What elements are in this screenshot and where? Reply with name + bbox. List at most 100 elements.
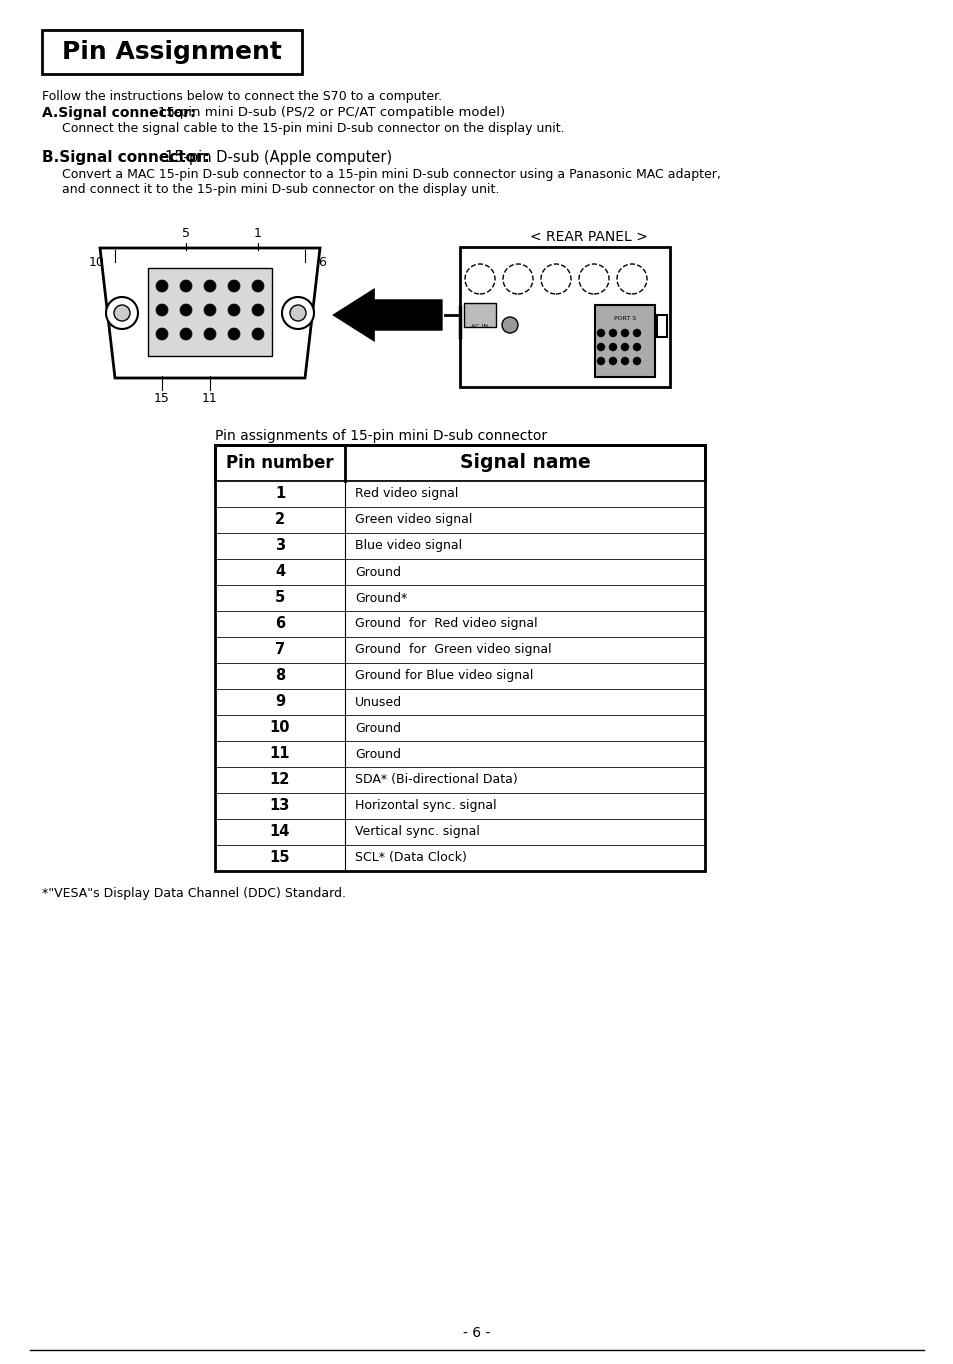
Circle shape [282, 297, 314, 329]
Text: Connect the signal cable to the 15-pin mini D-sub connector on the display unit.: Connect the signal cable to the 15-pin m… [42, 121, 564, 135]
Bar [214, 585, 704, 611]
Text: Unused: Unused [355, 696, 402, 708]
Text: 1: 1 [253, 226, 262, 240]
Text: 7: 7 [274, 642, 285, 657]
Text: Signal name: Signal name [459, 453, 590, 472]
Bar [459, 247, 669, 387]
Text: 10: 10 [89, 256, 105, 269]
Text: PORT S: PORT S [614, 316, 636, 322]
Circle shape [252, 327, 264, 340]
Text: Ground  for  Green video signal: Ground for Green video signal [355, 644, 551, 656]
Circle shape [609, 344, 616, 351]
Circle shape [156, 280, 168, 292]
Circle shape [113, 306, 130, 321]
Circle shape [156, 327, 168, 340]
Circle shape [609, 330, 616, 337]
Bar [214, 715, 704, 741]
Text: Ground  for  Red video signal: Ground for Red video signal [355, 618, 537, 630]
Polygon shape [100, 248, 319, 378]
Text: Green video signal: Green video signal [355, 513, 472, 527]
Text: Pin number: Pin number [226, 454, 334, 472]
Text: Ground: Ground [355, 722, 400, 734]
Text: 1: 1 [274, 487, 285, 502]
Bar [148, 267, 272, 356]
Bar [214, 663, 704, 689]
Bar [214, 767, 704, 792]
Text: 5: 5 [274, 591, 285, 606]
Circle shape [204, 304, 215, 316]
Circle shape [290, 306, 306, 321]
Text: 12: 12 [270, 772, 290, 787]
Text: Vertical sync. signal: Vertical sync. signal [355, 825, 479, 839]
Circle shape [252, 304, 264, 316]
Circle shape [228, 304, 240, 316]
Circle shape [609, 357, 616, 364]
Circle shape [620, 330, 628, 337]
Text: *"VESA"s Display Data Channel (DDC) Standard.: *"VESA"s Display Data Channel (DDC) Stan… [42, 887, 346, 900]
Text: Convert a MAC 15-pin D-sub connector to a 15-pin mini D-sub connector using a Pa: Convert a MAC 15-pin D-sub connector to … [42, 168, 720, 181]
Text: Ground for Blue video signal: Ground for Blue video signal [355, 670, 533, 682]
Text: 9: 9 [274, 694, 285, 709]
Text: 5: 5 [182, 226, 190, 240]
Bar [214, 481, 704, 507]
Bar [214, 507, 704, 533]
Bar [214, 792, 704, 818]
Circle shape [228, 280, 240, 292]
FancyArrowPatch shape [333, 289, 442, 341]
Text: - 6 -: - 6 - [463, 1326, 490, 1339]
Bar [214, 741, 704, 767]
Bar [657, 315, 666, 337]
Text: Pin assignments of 15-pin mini D-sub connector: Pin assignments of 15-pin mini D-sub con… [214, 430, 547, 443]
Text: Horizontal sync. signal: Horizontal sync. signal [355, 799, 497, 813]
Text: 15: 15 [153, 391, 170, 405]
Circle shape [204, 327, 215, 340]
Bar [214, 533, 704, 559]
Circle shape [180, 304, 192, 316]
Text: 15-pin mini D-sub (PS/2 or PC/AT compatible model): 15-pin mini D-sub (PS/2 or PC/AT compati… [158, 106, 504, 119]
Text: SDA* (Bi-directional Data): SDA* (Bi-directional Data) [355, 773, 517, 787]
Text: 3: 3 [274, 539, 285, 554]
Circle shape [204, 280, 215, 292]
Text: Ground*: Ground* [355, 592, 407, 604]
Text: 4: 4 [274, 565, 285, 580]
Text: 8: 8 [274, 668, 285, 683]
Circle shape [620, 344, 628, 351]
Circle shape [106, 297, 138, 329]
Text: 6: 6 [274, 617, 285, 632]
Circle shape [597, 357, 604, 364]
Bar [214, 445, 704, 481]
Bar [214, 818, 704, 846]
Text: Ground: Ground [355, 566, 400, 578]
Text: 15-pin D-sub (Apple computer): 15-pin D-sub (Apple computer) [165, 150, 393, 165]
Bar [214, 689, 704, 715]
Circle shape [252, 280, 264, 292]
Circle shape [597, 330, 604, 337]
Text: 6: 6 [317, 256, 326, 269]
Text: and connect it to the 15-pin mini D-sub connector on the display unit.: and connect it to the 15-pin mini D-sub … [42, 183, 498, 196]
Circle shape [180, 280, 192, 292]
Bar [42, 30, 302, 74]
Text: AC IN: AC IN [471, 325, 488, 330]
Bar [214, 846, 704, 872]
Text: 13: 13 [270, 798, 290, 813]
Text: Pin Assignment: Pin Assignment [62, 40, 282, 64]
Circle shape [501, 316, 517, 333]
Bar [214, 445, 704, 872]
Text: 11: 11 [270, 746, 290, 761]
Text: 11: 11 [202, 391, 217, 405]
Circle shape [633, 357, 639, 364]
Text: A.Signal connector:: A.Signal connector: [42, 106, 195, 120]
Text: 14: 14 [270, 824, 290, 839]
Circle shape [633, 330, 639, 337]
Bar [214, 611, 704, 637]
Circle shape [228, 327, 240, 340]
Text: 10: 10 [270, 720, 290, 735]
Bar [463, 303, 496, 327]
Text: SCL* (Data Clock): SCL* (Data Clock) [355, 851, 466, 865]
Circle shape [180, 327, 192, 340]
Bar [214, 637, 704, 663]
Circle shape [620, 357, 628, 364]
Text: 15: 15 [270, 851, 290, 866]
Text: Blue video signal: Blue video signal [355, 540, 461, 552]
Text: 2: 2 [274, 513, 285, 528]
